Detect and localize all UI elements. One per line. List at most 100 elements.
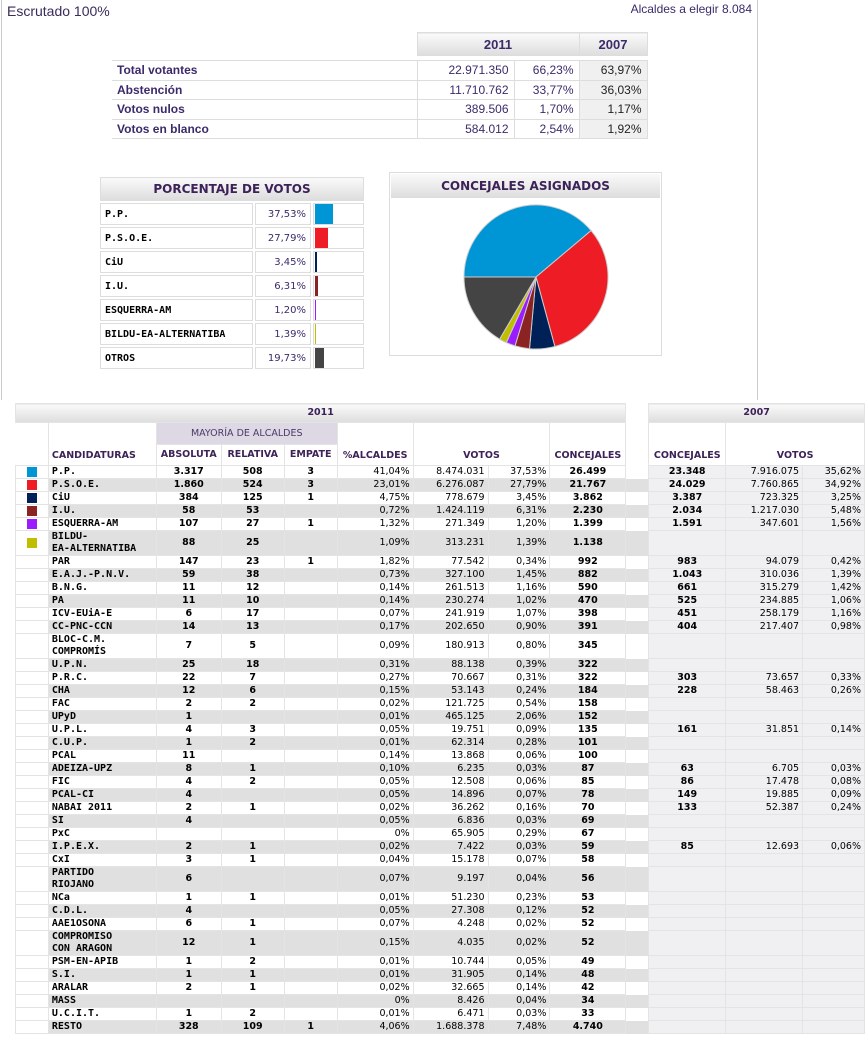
candidatura-name-line: FIC — [51, 776, 70, 787]
concejales-2007 — [648, 697, 727, 711]
votos: 65.905 — [412, 827, 489, 841]
party-name: ESQUERRA-AM — [100, 299, 253, 321]
pct-alcaldes: 1,32% — [336, 517, 414, 531]
gap — [625, 684, 649, 698]
color-cell — [15, 827, 49, 841]
mayoria-alcaldes-header: MAYORÍA DE ALCALDES — [155, 422, 338, 445]
pct-alcaldes: 0,01% — [336, 891, 414, 905]
pct-alcaldes: 23,01% — [336, 478, 414, 492]
concejales-2007 — [648, 981, 727, 995]
table-row: PSM-EN-APIB 1 2 0,01% 10.744 0,05% 49 — [15, 955, 865, 969]
candidatura-name-line: PA — [51, 595, 64, 606]
candidatura-name: PCAL — [47, 749, 157, 763]
concejales: 101 — [549, 736, 627, 750]
concejales: 87 — [549, 762, 627, 776]
summary-label: Votos en blanco — [112, 118, 418, 139]
candidatura-name-line: NABAI 2011 — [51, 802, 113, 813]
relativa — [220, 827, 285, 841]
candidatura-name: AAE1OSONA — [47, 917, 157, 931]
candidatura-name: PxC — [47, 827, 157, 841]
pct-votos: 7,48% — [487, 1020, 551, 1034]
relativa: 13 — [220, 620, 285, 634]
percentage-row: ESQUERRA-AM 1,20% — [100, 299, 364, 321]
party-name: I.U. — [100, 275, 253, 297]
concejales-2007 — [648, 710, 727, 724]
relativa: 1 — [220, 801, 285, 815]
table-row: SI 4 0,05% 6.836 0,03% 69 — [15, 814, 865, 828]
gap — [625, 504, 649, 518]
summary-row: Total votantes 22.971.350 66,23% 63,97% — [112, 60, 648, 81]
empate — [283, 866, 338, 892]
color-cell — [15, 866, 49, 892]
color-cell — [15, 930, 49, 956]
concejales: 67 — [549, 827, 627, 841]
absoluta — [155, 827, 222, 841]
votos: 31.905 — [412, 968, 489, 982]
table-row: FAC 2 2 0,02% 121.725 0,54% 158 — [15, 697, 865, 711]
concejales: 78 — [549, 788, 627, 802]
party-color-swatch — [26, 492, 37, 503]
gap — [625, 853, 649, 867]
concejales-2007: 133 — [648, 801, 727, 815]
pct-votos: 6,31% — [487, 504, 551, 518]
pct-votos: 0,31% — [487, 671, 551, 685]
candidatura-name: I.U. — [47, 504, 157, 518]
pct-votos: 0,80% — [487, 633, 551, 659]
table-row: C.D.L. 4 0,05% 27.308 0,12% 52 — [15, 904, 865, 918]
concejales-2007: 149 — [648, 788, 727, 802]
concejales: 58 — [549, 853, 627, 867]
concejales-2007: 1.043 — [648, 568, 727, 582]
pct-votos: 0,02% — [487, 930, 551, 956]
candidatura-name-line: P.P. — [51, 466, 76, 477]
candidatura-name: PCAL-CI — [47, 788, 157, 802]
pct-votos: 0,03% — [487, 762, 551, 776]
empate — [283, 671, 338, 685]
color-cell — [15, 801, 49, 815]
color-cell — [15, 762, 49, 776]
empate — [283, 917, 338, 931]
summary-votes-2011: 389.506 — [416, 99, 515, 120]
votos-2007 — [725, 917, 804, 931]
gap — [625, 866, 649, 892]
concejales: 882 — [549, 568, 627, 582]
concejales-2007: 404 — [648, 620, 727, 634]
table-row: RESTO 328 109 1 4,06% 1.688.378 7,48% 4.740 — [15, 1020, 865, 1034]
candidatura-name: PAR — [47, 555, 157, 569]
concejales: 85 — [549, 775, 627, 789]
party-color-swatch — [26, 518, 37, 529]
pct-votos-2007 — [802, 904, 865, 918]
bar-cell — [313, 203, 364, 225]
pct-alcaldes: 1,82% — [336, 555, 414, 569]
candidatura-name-line: CxI — [51, 854, 70, 865]
gap — [625, 968, 649, 982]
absoluta — [155, 994, 222, 1008]
col-concejales: CONCEJALES — [549, 422, 627, 466]
color-cell — [15, 968, 49, 982]
relativa: 1 — [220, 840, 285, 854]
candidatura-name: C.U.P. — [47, 736, 157, 750]
party-color-swatch — [26, 479, 37, 490]
candidatura-name: PARTIDO RIOJANO — [47, 866, 157, 892]
pct-alcaldes: 0,02% — [336, 981, 414, 995]
candidatura-name: COMPROMISO CON ARAGON — [47, 930, 157, 956]
relativa — [220, 994, 285, 1008]
concejales: 1.138 — [549, 530, 627, 556]
votos-2007: 234.885 — [725, 594, 804, 608]
candidatura-name: BILDU- EA-ALTERNATIBA — [47, 530, 157, 556]
percentage-bar — [315, 348, 325, 368]
votos: 465.125 — [412, 710, 489, 724]
table-row: B.N.G. 11 12 0,14% 261.513 1,16% 590 661 315.279… — [15, 581, 865, 595]
summary-header-2007: 2007 — [578, 32, 648, 56]
absoluta: 22 — [155, 671, 222, 685]
empate — [283, 723, 338, 737]
candidatura-name-line: B.N.G. — [51, 582, 89, 593]
table-row: P.P. 3.317 508 3 41,04% 8.474.031 37,53% 26.499… — [15, 465, 865, 479]
candidatura-name-line: COMPROMISO — [51, 931, 113, 942]
pct-votos: 0,05% — [487, 955, 551, 969]
pct-alcaldes: 0,05% — [336, 814, 414, 828]
table-row: BLOC-C.M. COMPROMÍS 7 5 0,09% 180.913 0,80% 345 — [15, 633, 865, 659]
results-table: 2011 2007 CANDIDATURAS MAYORÍA DE ALCALDES… — [14, 403, 865, 1034]
color-cell — [15, 684, 49, 698]
relativa: 1 — [220, 762, 285, 776]
concejales: 21.767 — [549, 478, 627, 492]
